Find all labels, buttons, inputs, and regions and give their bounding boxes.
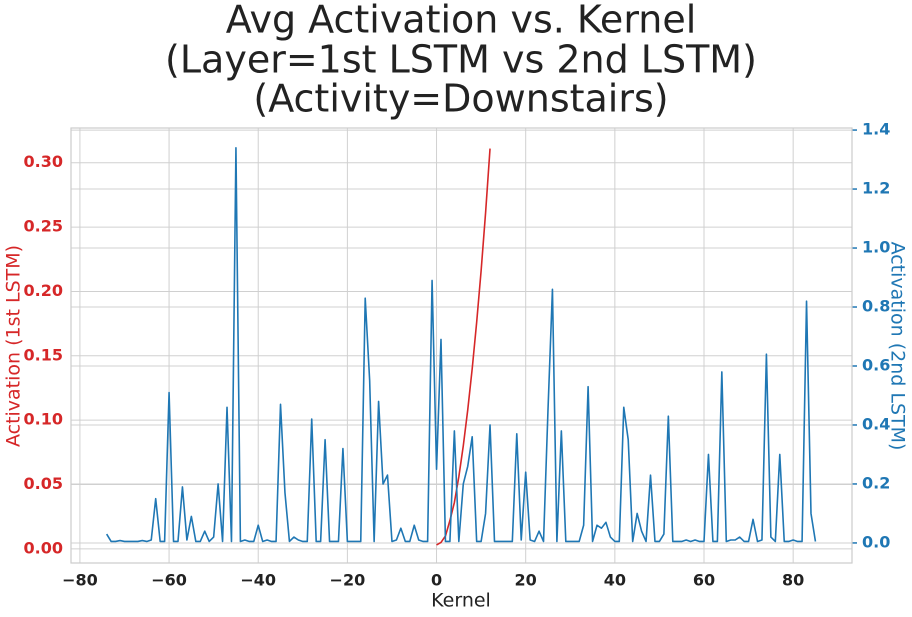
y-tick-label: 0.20 xyxy=(24,281,63,300)
y2-tick-label: 0.0 xyxy=(862,532,890,551)
line-series xyxy=(105,146,817,543)
y2-tick-label: 0.4 xyxy=(862,414,890,433)
plot-frame xyxy=(70,127,853,564)
x-tick-label: 20 xyxy=(515,571,537,590)
y-tick-label: 0.25 xyxy=(24,217,63,236)
y-tick-label: 0.15 xyxy=(24,345,63,364)
y2-tick-label: 1.0 xyxy=(862,238,890,257)
x-tick-label: 60 xyxy=(693,571,715,590)
y2-axis-label: Activation (2nd LSTM) xyxy=(887,242,909,451)
x-tick-label: −40 xyxy=(240,571,276,590)
y2-tick-label: 1.4 xyxy=(862,120,890,139)
x-axis-label: Kernel xyxy=(431,590,491,612)
y-tick-label: 0.30 xyxy=(24,152,63,171)
x-tick-label: −60 xyxy=(151,571,187,590)
chart-title: Avg Activation vs. Kernel xyxy=(226,0,697,42)
x-tick-label: 80 xyxy=(782,571,804,590)
y-tick-label: 0.00 xyxy=(24,538,63,557)
chart-title: (Layer=1st LSTM vs 2nd LSTM) xyxy=(165,38,757,82)
y2-tick-label: 0.2 xyxy=(862,473,890,492)
y2-tick-label: 1.2 xyxy=(862,179,890,198)
x-tick-label: −80 xyxy=(62,571,98,590)
x-tick-label: −20 xyxy=(330,571,366,590)
x-tick-label: 0 xyxy=(431,571,442,590)
y-tick-label: 0.10 xyxy=(24,410,63,429)
y-tick-label: 0.05 xyxy=(24,474,63,493)
y2-tick-label: 0.8 xyxy=(862,297,890,316)
x-tick-label: 40 xyxy=(604,571,626,590)
chart-title: (Activity=Downstairs) xyxy=(253,77,668,121)
y-axis-label: Activation (1st LSTM) xyxy=(3,245,25,447)
y2-tick-label: 0.6 xyxy=(862,355,890,374)
